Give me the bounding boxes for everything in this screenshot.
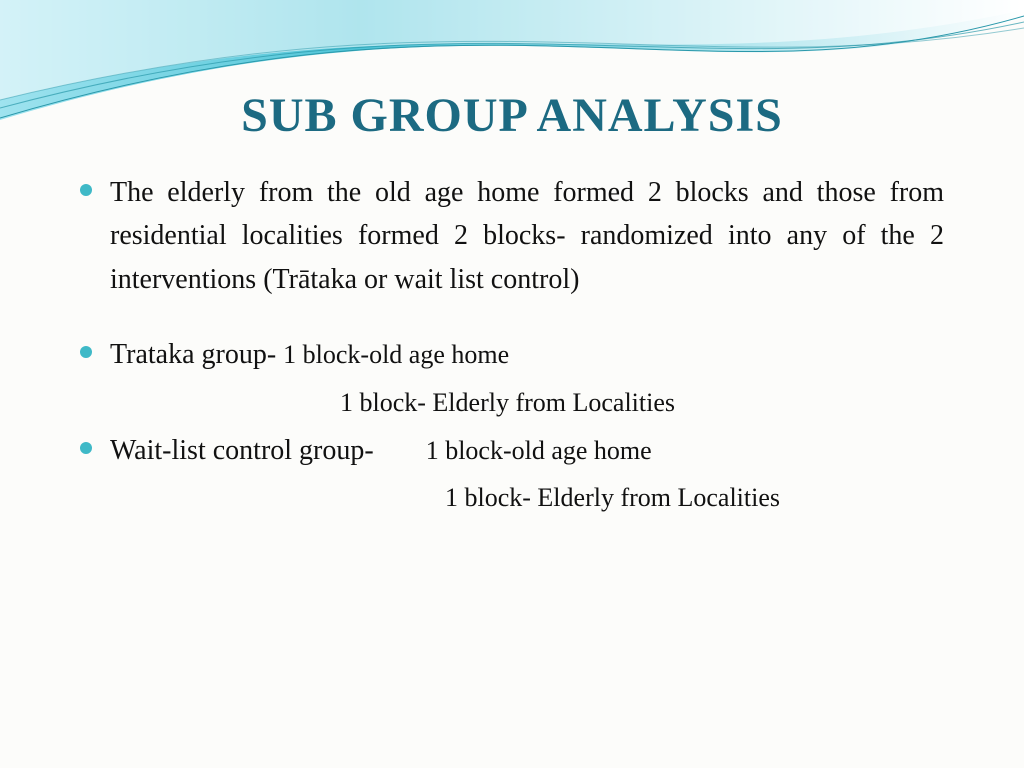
slide-title: SUB GROUP ANALYSIS xyxy=(70,88,954,143)
bullet-icon xyxy=(80,442,92,454)
bullet-subline: 1 block- Elderly from Localities xyxy=(80,383,944,423)
bullet-lead: Trataka group- xyxy=(110,339,283,370)
bullet-text: The elderly from the old age home formed… xyxy=(110,171,944,301)
bullet-trail: 1 block-old age home xyxy=(283,340,509,369)
slide: SUB GROUP ANALYSIS The elderly from the … xyxy=(0,0,1024,768)
bullet-item: Wait-list control group- 1 block-old age… xyxy=(80,429,944,472)
bullet-lead: Wait-list control group- xyxy=(110,435,374,466)
bullet-trail: 1 block-old age home xyxy=(374,436,652,465)
bullet-text: Trataka group- 1 block-old age home xyxy=(110,333,944,376)
bullet-item: The elderly from the old age home formed… xyxy=(80,171,944,301)
bullet-item: Trataka group- 1 block-old age home xyxy=(80,333,944,376)
bullet-icon xyxy=(80,184,92,196)
bullet-text: Wait-list control group- 1 block-old age… xyxy=(110,429,944,472)
bullet-icon xyxy=(80,346,92,358)
bullet-subline: 1 block- Elderly from Localities xyxy=(80,478,944,518)
slide-content: The elderly from the old age home formed… xyxy=(70,171,954,519)
